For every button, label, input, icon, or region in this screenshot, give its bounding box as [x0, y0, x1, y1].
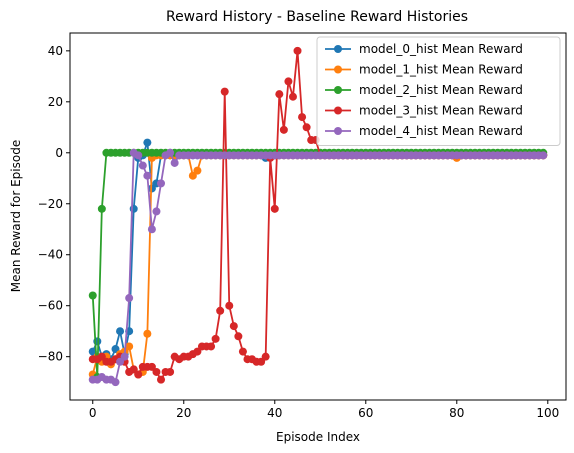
y-tick-label: −20 [38, 197, 63, 211]
legend: model_0_hist Mean Reward model_1_hist Mea… [317, 37, 560, 146]
data-point [284, 77, 292, 85]
data-point [143, 139, 151, 147]
data-point [166, 149, 174, 157]
series-4 [89, 149, 548, 386]
data-point [116, 327, 124, 335]
data-point [207, 342, 215, 350]
data-point [98, 205, 106, 213]
data-point [212, 335, 220, 343]
legend-marker [334, 127, 342, 135]
series-line [93, 143, 544, 360]
data-point [171, 159, 179, 167]
y-tick-label: −60 [38, 299, 63, 313]
x-tick-label: 40 [267, 406, 282, 420]
data-point [225, 302, 233, 310]
data-point [152, 207, 160, 215]
series-0 [89, 139, 548, 364]
data-point [130, 205, 138, 213]
data-point [539, 151, 547, 159]
legend-label: model_2_hist Mean Reward [359, 83, 523, 97]
x-axis-label: Episode Index [276, 430, 360, 444]
y-tick-label: −80 [38, 350, 63, 364]
data-point [152, 368, 160, 376]
legend-marker [334, 107, 342, 115]
data-point [193, 167, 201, 175]
data-point [221, 88, 229, 96]
data-point [157, 179, 165, 187]
legend-marker [334, 45, 342, 53]
data-point [303, 123, 311, 131]
data-point [148, 225, 156, 233]
x-tick-label: 0 [89, 406, 97, 420]
legend-label: model_0_hist Mean Reward [359, 42, 523, 56]
data-point [230, 322, 238, 330]
y-tick-label: 20 [48, 95, 63, 109]
x-tick-label: 80 [449, 406, 464, 420]
legend-label: model_3_hist Mean Reward [359, 104, 523, 118]
data-point [143, 330, 151, 338]
legend-marker [334, 66, 342, 74]
data-point [234, 332, 242, 340]
chart-title: Reward History - Baseline Reward Histori… [166, 9, 468, 25]
data-point [89, 292, 97, 300]
x-tick-label: 100 [536, 406, 559, 420]
data-point [289, 93, 297, 101]
data-point [139, 162, 147, 170]
x-tick-label: 60 [358, 406, 373, 420]
y-tick-label: −40 [38, 248, 63, 262]
data-point [216, 307, 224, 315]
legend-label: model_4_hist Mean Reward [359, 124, 523, 138]
data-point [112, 378, 120, 386]
data-point [125, 294, 133, 302]
legend-marker [334, 86, 342, 94]
data-point [275, 90, 283, 98]
data-point [121, 353, 129, 361]
y-tick-label: 40 [48, 44, 63, 58]
data-point [143, 172, 151, 180]
data-point [271, 205, 279, 213]
data-point [239, 348, 247, 356]
data-point [157, 376, 165, 384]
data-point [298, 113, 306, 121]
legend-label: model_1_hist Mean Reward [359, 63, 523, 77]
y-tick-label: 0 [55, 146, 63, 160]
data-point [294, 47, 302, 55]
data-point [166, 368, 174, 376]
data-point [134, 371, 142, 379]
data-point [134, 151, 142, 159]
y-axis-label: Mean Reward for Episode [9, 140, 23, 292]
data-point [280, 126, 288, 134]
data-point [262, 353, 270, 361]
x-tick-label: 20 [176, 406, 191, 420]
